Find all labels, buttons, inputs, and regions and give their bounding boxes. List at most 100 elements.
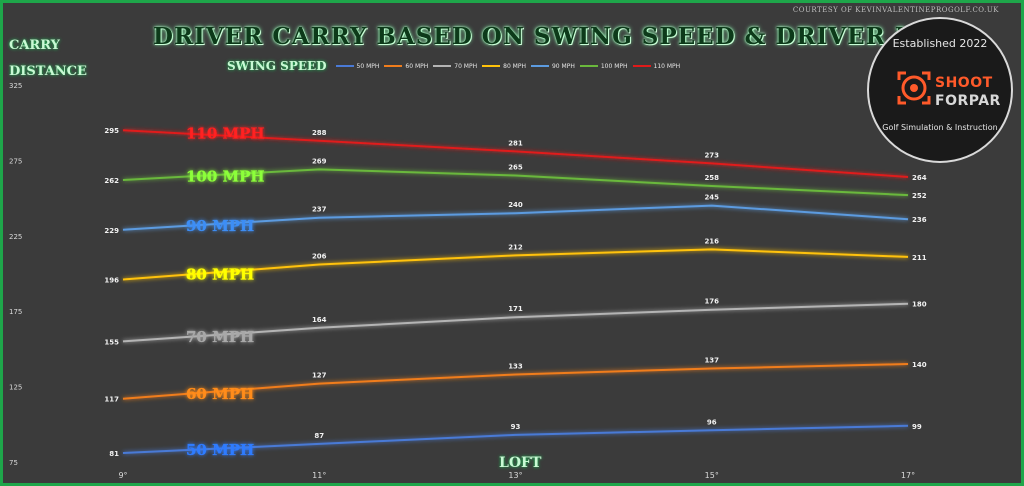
data-label: 133 — [508, 363, 523, 371]
data-label: 211 — [912, 254, 927, 262]
legend-item: 80 MPH — [482, 63, 526, 70]
legend-item: 100 MPH — [579, 62, 628, 70]
logo-name-shoot: SHOOT — [935, 75, 993, 91]
data-label: 245 — [704, 194, 719, 202]
x-axis-ticks: 9° 11° 13° 15° 17° — [118, 471, 915, 480]
y-axis-label-line1: CARRY — [9, 38, 60, 53]
legend-swatch — [433, 65, 452, 67]
series-inline-label: 70 MPH — [186, 328, 254, 346]
legend-item: 60 MPH — [384, 63, 428, 70]
data-label: 236 — [912, 216, 927, 224]
data-label: 262 — [104, 177, 119, 185]
y-axis-ticks: 75 125 175 225 275 325 — [9, 82, 22, 467]
series-line — [122, 248, 909, 281]
data-label: 295 — [104, 127, 119, 135]
legend-label: 60 MPH — [405, 62, 429, 70]
data-label: 281 — [508, 139, 523, 147]
chart-plot: 75 125 175 225 275 325 9° 11° 13° 15° 17° 50 MPH 6… — [9, 82, 927, 480]
data-label: 265 — [508, 163, 523, 171]
series-inline-label: 90 MPH — [186, 217, 254, 235]
data-label: 96 — [707, 418, 717, 426]
y-tick-label: 275 — [9, 157, 22, 165]
data-label: 155 — [104, 338, 119, 346]
series-line — [122, 129, 909, 178]
data-label: 237 — [312, 206, 327, 214]
chart-title: DRIVER CARRY BASED ON SWING SPEED & DRIV… — [153, 23, 969, 50]
series-inline-label: 80 MPH — [186, 266, 254, 284]
series-inline-label: 110 MPH — [186, 125, 265, 143]
legend-label: 50 MPH — [356, 62, 380, 70]
logo-subtitle: Golf Simulation & Instruction — [882, 123, 998, 132]
x-tick-label: 11° — [312, 471, 326, 480]
legend-label: 110 MPH — [653, 62, 681, 70]
data-label: 269 — [312, 157, 327, 165]
legend-label: 90 MPH — [551, 62, 575, 70]
legend-item: 110 MPH — [632, 62, 681, 70]
y-tick-label: 175 — [9, 308, 22, 316]
series-inline-label: 50 MPH — [186, 441, 254, 459]
data-label: 99 — [912, 423, 922, 431]
data-label: 240 — [508, 201, 523, 209]
legend-label: 70 MPH — [454, 62, 478, 70]
series-line — [122, 363, 909, 400]
data-label: 176 — [704, 298, 719, 306]
crosshair-target-icon — [897, 71, 931, 105]
y-axis-label-line2: DISTANCE — [9, 64, 87, 79]
data-label: 81 — [109, 450, 119, 458]
logo-name-forpar: FORPAR — [935, 93, 1001, 109]
legend-title: SWING SPEED — [227, 59, 327, 73]
legend-item: 70 MPH — [433, 63, 477, 70]
legend-swatch — [579, 65, 598, 67]
legend-label: 80 MPH — [503, 62, 526, 70]
data-label: 171 — [508, 305, 523, 313]
data-label: 216 — [704, 237, 719, 245]
series-line — [122, 302, 909, 343]
x-axis-label: LOFT — [499, 455, 542, 471]
data-label: 180 — [912, 301, 927, 309]
data-label: 164 — [312, 316, 327, 324]
data-label: 252 — [912, 192, 927, 200]
data-label: 258 — [704, 174, 719, 182]
data-label: 288 — [312, 129, 327, 137]
data-label: 127 — [312, 372, 327, 380]
data-label: 206 — [312, 252, 327, 260]
data-label: 93 — [511, 423, 521, 431]
data-label: 229 — [104, 227, 119, 235]
data-label: 273 — [704, 151, 719, 159]
series-line — [122, 168, 909, 197]
legend-swatch — [482, 65, 501, 67]
y-tick-label: 325 — [9, 82, 22, 90]
brand-logo: Established 2022 SHOOT FORPAR Golf Simul… — [867, 17, 1013, 163]
series-inline-label: 60 MPH — [186, 385, 254, 403]
legend-swatch — [384, 65, 403, 67]
data-label: 212 — [508, 243, 523, 251]
legend-items: 50 MPH 60 MPH 70 MPH 80 MPH 90 MPH 100 MPH 110… — [331, 62, 681, 70]
legend-swatch — [530, 65, 549, 67]
x-tick-label: 9° — [118, 471, 127, 480]
legend-item: 50 MPH — [335, 62, 380, 70]
legend-item: 90 MPH — [530, 62, 575, 70]
series-line — [122, 204, 909, 231]
data-label: 264 — [912, 174, 927, 182]
series-inline-labels: 50 MPH 60 MPH 70 MPH 80 MPH 90 MPH 100 MPH 110… — [186, 124, 265, 459]
data-label: 140 — [912, 361, 927, 369]
x-tick-label: 13° — [508, 471, 522, 480]
x-tick-label: 15° — [705, 471, 719, 480]
credit-text: COURTESY OF KEVINVALENTINEPROGOLF.CO.UK — [792, 6, 999, 14]
series-lines — [122, 129, 909, 454]
legend-label: 100 MPH — [600, 62, 628, 70]
data-labels: 81 87 93 96 99 117 127 133 137 140 155 164 171 176 180… — [104, 127, 926, 458]
legend: SWING SPEED 50 MPH 60 MPH 70 MPH 80 MPH 90 M… — [227, 59, 680, 73]
series-inline-label: 100 MPH — [186, 168, 265, 186]
data-label: 196 — [104, 277, 119, 285]
y-tick-label: 75 — [9, 459, 18, 467]
data-label: 87 — [314, 432, 324, 440]
x-tick-label: 17° — [901, 471, 915, 480]
legend-swatch — [335, 65, 354, 67]
series-line — [122, 424, 909, 454]
legend-swatch — [632, 65, 651, 67]
data-label: 117 — [104, 396, 119, 404]
y-tick-label: 125 — [9, 384, 22, 392]
data-label: 137 — [704, 357, 719, 365]
